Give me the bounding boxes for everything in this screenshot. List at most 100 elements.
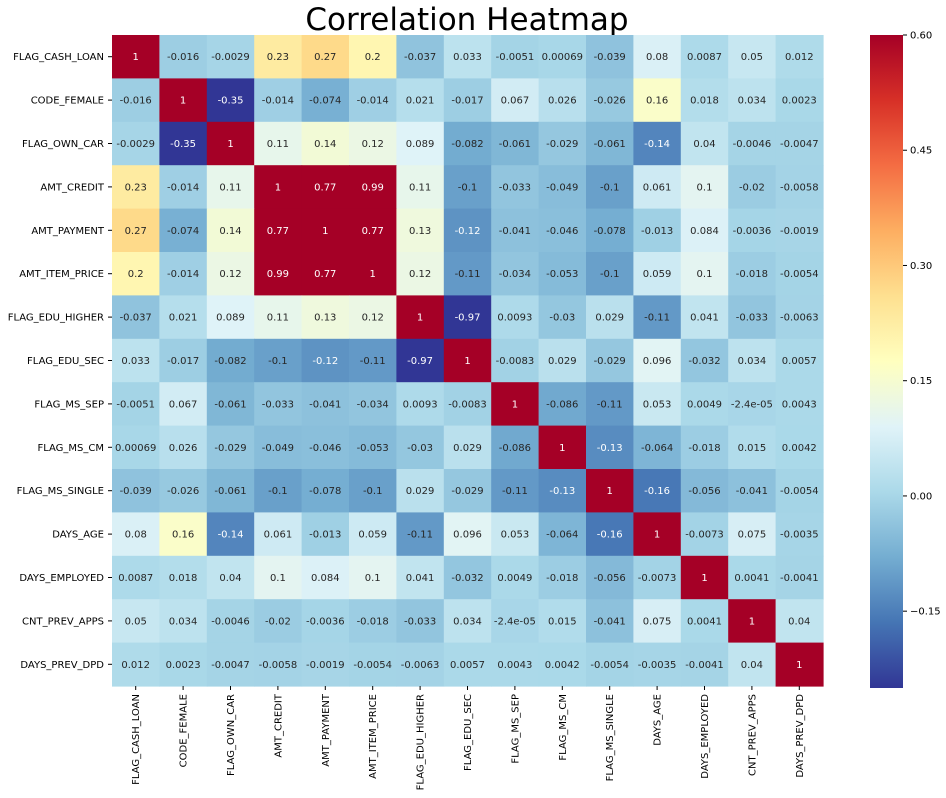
heatmap-cell — [206, 555, 255, 600]
y-label-days-prev-dpd: DAYS_PREV_DPD — [20, 660, 104, 671]
heatmap-cell — [206, 642, 255, 687]
cell-value-label: 0.033 — [121, 356, 150, 367]
x-axis-labels: FLAG_CASH_LOAN CODE_FEMALE FLAG_OWN_CAR AMT… — [131, 686, 806, 790]
heatmap-cell — [159, 121, 208, 166]
x-label-cnt-prev-apps: CNT_PREV_APPS — [747, 694, 758, 776]
cell-value-label: 1 — [796, 660, 802, 671]
heatmap-cell — [349, 35, 397, 79]
heatmap-cell — [254, 78, 303, 123]
cell-value-label: 0.021 — [169, 313, 198, 324]
cell-value-label: 0.11 — [219, 182, 241, 193]
cell-value-label: 0.034 — [738, 356, 767, 367]
cell-value-label: 1 — [512, 399, 518, 410]
cell-value-label: 0.0023 — [166, 660, 201, 671]
x-label-flag-cash-loan: FLAG_CASH_LOAN — [131, 694, 142, 785]
cell-value-label: 0.16 — [172, 530, 194, 541]
cell-value-label: -0.02 — [739, 182, 765, 193]
cell-value-label: -0.97 — [455, 313, 481, 324]
heatmap-cell — [206, 382, 255, 427]
heatmap-cell — [349, 338, 397, 383]
heatmap-cell — [680, 295, 729, 340]
heatmap-cell — [159, 35, 208, 79]
y-label-flag-ms-single: FLAG_MS_SINGLE — [17, 486, 104, 497]
heatmap-cell — [680, 425, 729, 470]
cell-value-label: 0.021 — [406, 96, 435, 107]
cell-value-label: 0.067 — [501, 96, 530, 107]
cell-value-label: -0.02 — [265, 616, 291, 627]
heatmap-cell — [728, 599, 777, 644]
cell-value-label: -0.0054 — [780, 269, 819, 280]
heatmap-cell — [680, 78, 729, 123]
cell-value-label: -0.064 — [546, 530, 578, 541]
cell-value-label: -0.014 — [357, 96, 389, 107]
cell-value-label: -0.35 — [218, 96, 244, 107]
cell-value-label: 1 — [607, 486, 613, 497]
cell-value-label: -0.039 — [594, 52, 626, 63]
cell-value-label: -0.046 — [309, 443, 341, 454]
cell-value-label: -0.026 — [167, 486, 199, 497]
cell-value-label: -0.034 — [499, 269, 531, 280]
cell-value-label: -0.0058 — [780, 182, 819, 193]
x-label-days-employed: DAYS_EMPLOYED — [700, 694, 711, 779]
cell-value-label: 0.00069 — [542, 52, 583, 63]
heatmap-cell — [301, 469, 350, 513]
heatmap-cell — [112, 642, 160, 687]
colorbar-tick-label: 0.00 — [910, 491, 932, 502]
y-label-flag-own-car: FLAG_OWN_CAR — [22, 139, 104, 150]
heatmap-cell — [112, 78, 160, 123]
heatmap-cell — [586, 425, 634, 470]
cell-value-label: -0.11 — [502, 486, 528, 497]
heatmap-cell — [586, 382, 634, 427]
cell-value-label: -0.1 — [458, 182, 478, 193]
heatmap-cell — [586, 469, 634, 513]
heatmap-cell — [633, 252, 682, 296]
heatmap-cell — [206, 425, 255, 470]
cell-value-label: -0.0051 — [116, 399, 155, 410]
cell-value-label: -0.029 — [214, 443, 246, 454]
cell-value-label: -0.033 — [736, 313, 768, 324]
cell-value-label: -0.039 — [120, 486, 152, 497]
cell-value-label: 0.075 — [643, 616, 672, 627]
cell-value-label: -0.017 — [167, 356, 199, 367]
cell-value-label: 0.061 — [643, 182, 672, 193]
cell-value-label: 0.16 — [646, 96, 668, 107]
heatmap-cell — [633, 208, 682, 253]
cell-value-label: -0.0063 — [401, 660, 440, 671]
heatmap-cell — [775, 35, 824, 79]
heatmap-cell — [443, 252, 492, 296]
colorbar-tick-label: 0.45 — [910, 146, 932, 157]
cell-value-label: -0.053 — [357, 443, 389, 454]
heatmap-cell — [112, 599, 160, 644]
cell-value-label: -0.12 — [455, 226, 481, 237]
x-label-amt-item-price: AMT_ITEM_PRICE — [368, 694, 379, 779]
heatmap-cell — [443, 165, 492, 210]
heatmap-cell — [206, 78, 255, 123]
cell-value-label: 0.015 — [738, 443, 767, 454]
cell-value-label: -0.0019 — [780, 226, 819, 237]
heatmap-cell — [159, 78, 208, 123]
colorbar: −0.15 0.00 0.15 0.30 0.45 0.60 — [870, 31, 941, 688]
cell-value-label: -0.0047 — [780, 139, 819, 150]
cell-value-label: 0.23 — [125, 182, 147, 193]
heatmap-cell — [396, 208, 445, 253]
chart-title: Correlation Heatmap — [305, 2, 628, 38]
cell-value-label: 0.084 — [311, 573, 340, 584]
cell-value-label: 0.034 — [453, 616, 482, 627]
cell-value-label: 1 — [701, 573, 707, 584]
heatmap-cell — [491, 642, 540, 687]
heatmap-cell — [443, 425, 492, 470]
heatmap-cell — [254, 338, 303, 383]
heatmap-cell — [206, 35, 255, 79]
heatmap-cell — [396, 425, 445, 470]
heatmap-cell — [538, 425, 587, 470]
heatmap-cell — [443, 338, 492, 383]
heatmap-cell — [112, 555, 160, 600]
cell-value-label: -0.014 — [262, 96, 294, 107]
heatmap-cell — [159, 165, 208, 210]
cell-value-label: 0.0043 — [497, 660, 532, 671]
heatmap-cell — [112, 382, 160, 427]
cell-value-label: 0.0087 — [118, 573, 153, 584]
cell-value-label: -0.03 — [407, 443, 433, 454]
cell-value-label: 0.13 — [409, 226, 431, 237]
cell-value-label: 0.99 — [267, 269, 289, 280]
